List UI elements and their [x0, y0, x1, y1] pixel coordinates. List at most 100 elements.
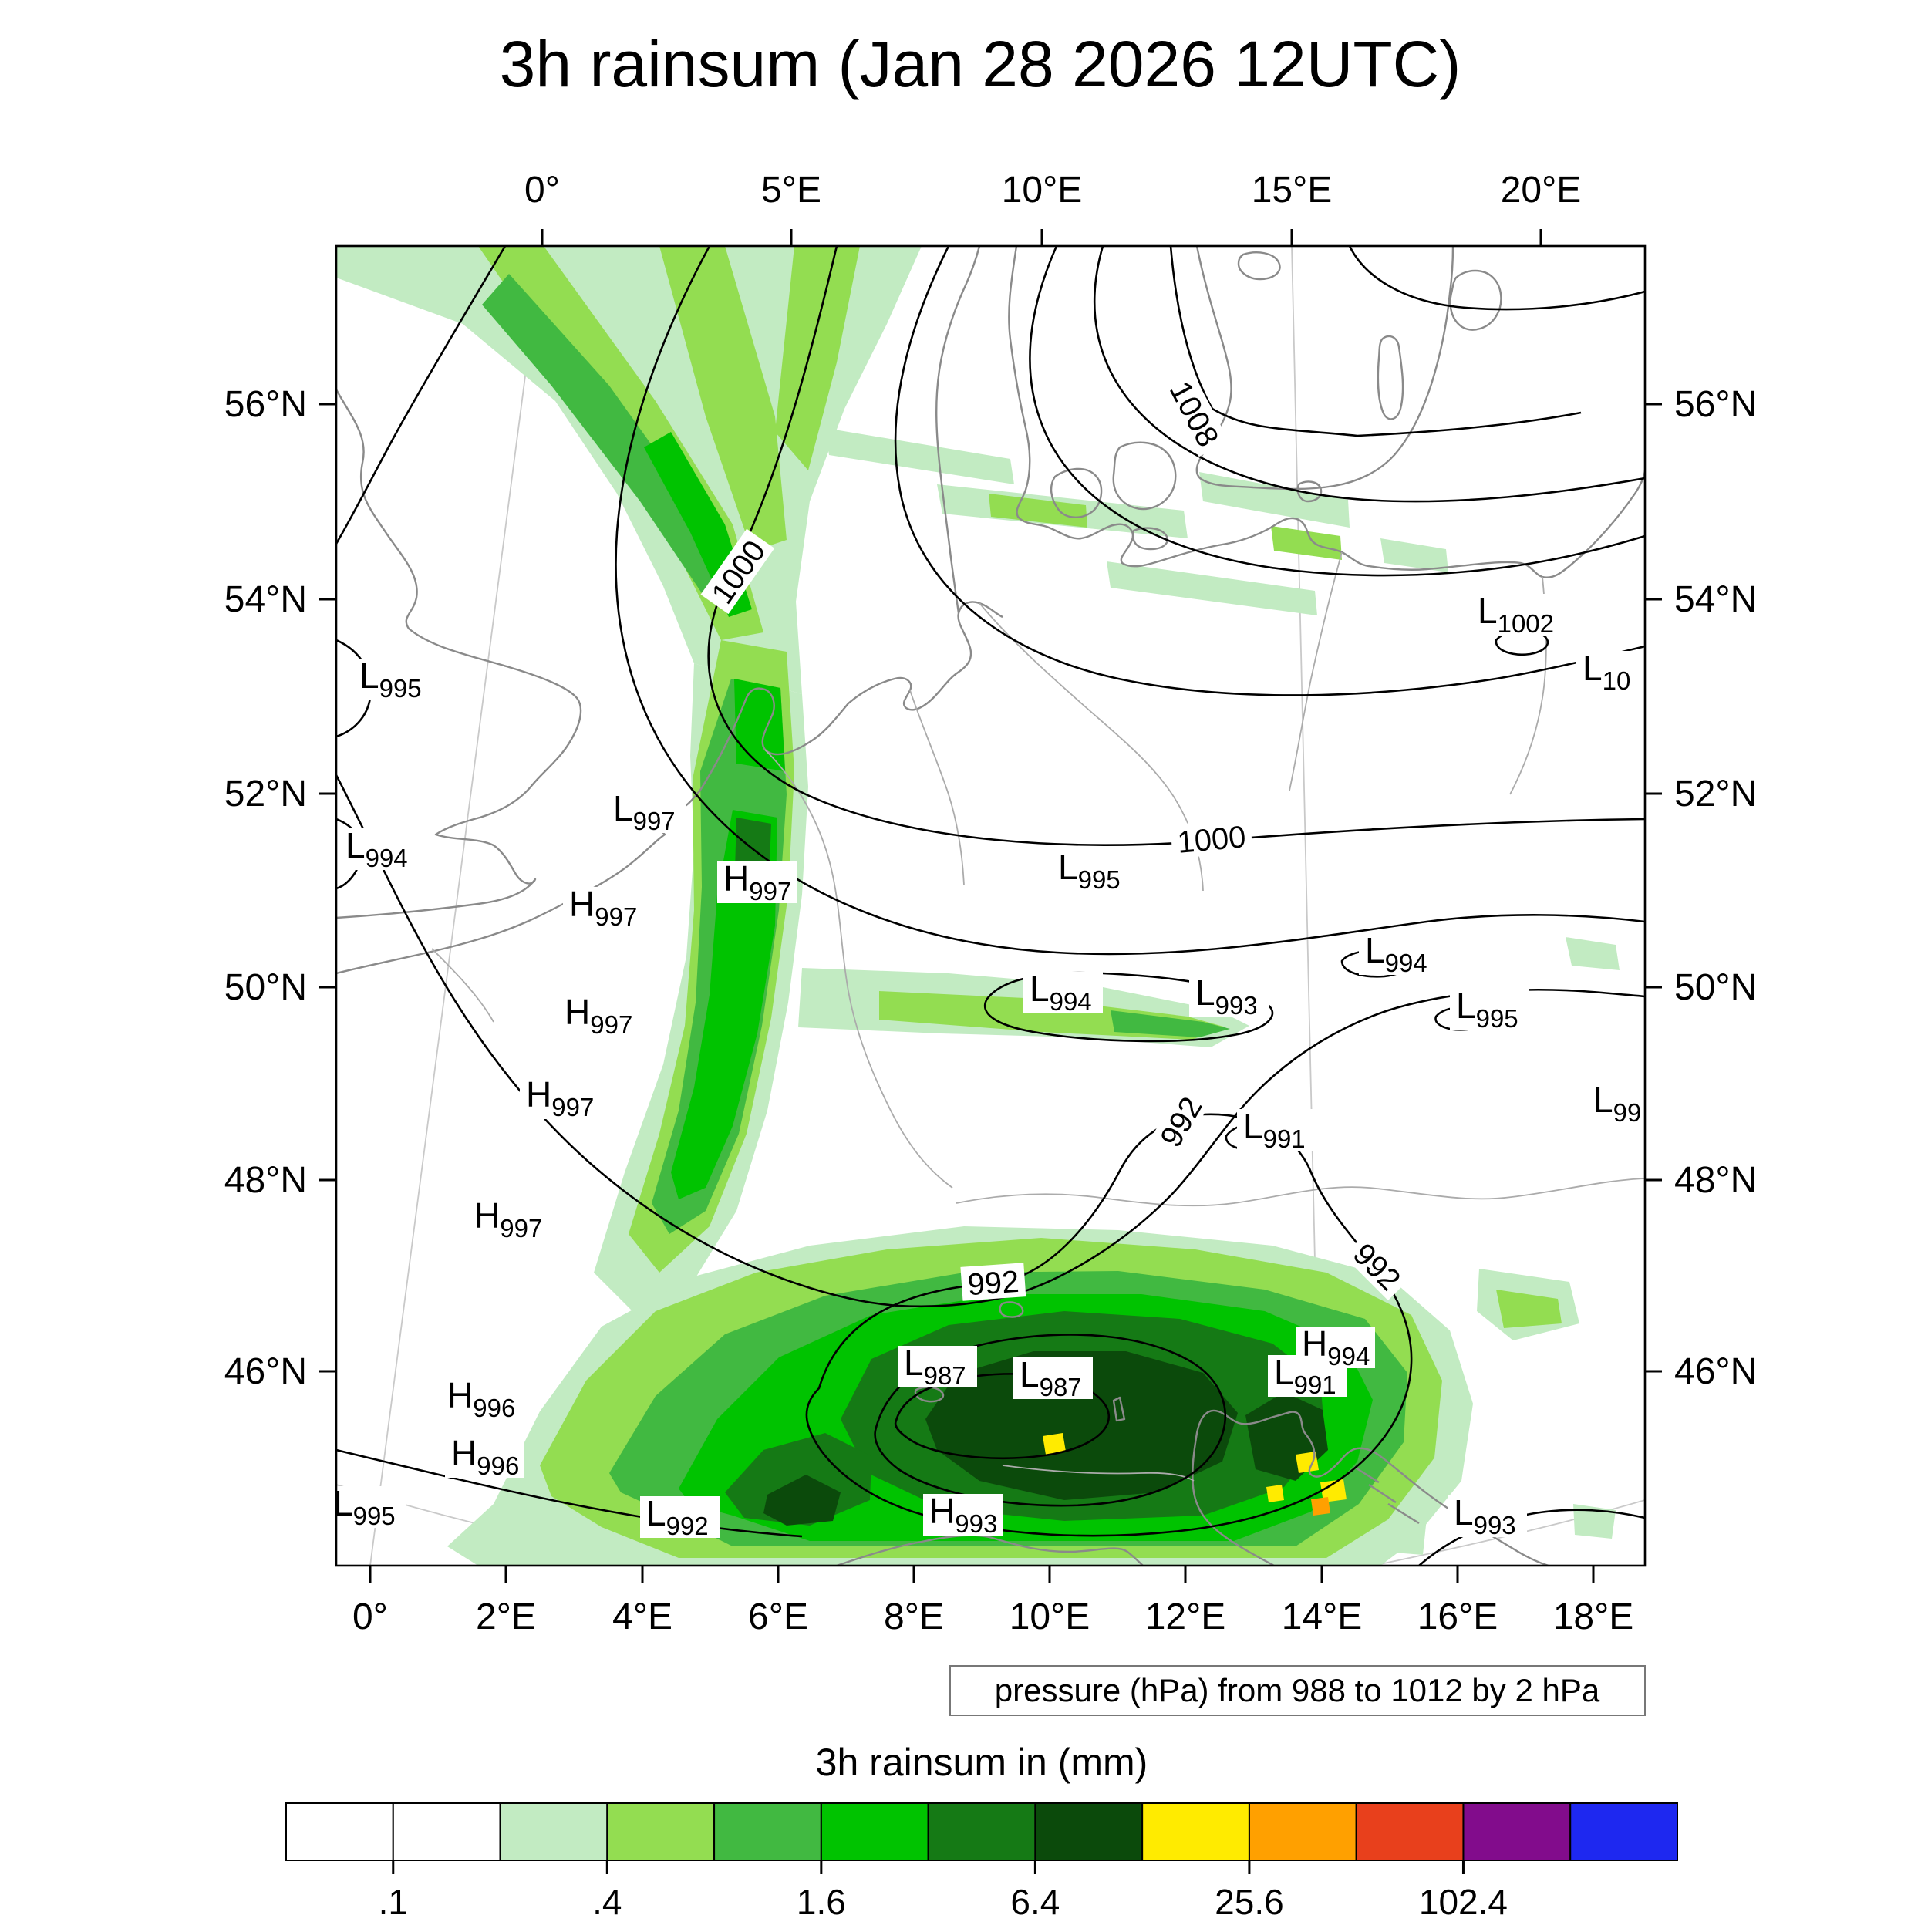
pressure-center-label: L987: [904, 1343, 966, 1390]
pressure-center-box: [1359, 933, 1438, 975]
axis-label-right: 48°N: [1674, 1160, 1757, 1201]
axis-label-bottom: 10°E: [1010, 1597, 1090, 1637]
coastline-jutland-baltic: [1008, 246, 1645, 578]
pressure-center: H996: [441, 1375, 521, 1422]
pressure-center-label: H997: [569, 884, 637, 931]
pressure-center: L991: [1237, 1106, 1316, 1153]
lake-constance: [999, 1301, 1024, 1318]
rain-light: [1566, 937, 1620, 970]
colorbar-cell: [1034, 1802, 1144, 1861]
axis-label-right: 50°N: [1674, 967, 1757, 1008]
caption-text: pressure (hPa) from 988 to 1012 by 2 hPa: [995, 1672, 1600, 1708]
pressure-center-label: H997: [723, 858, 791, 905]
colorbar-title: 3h rainsum in (mm): [816, 1741, 1148, 1784]
coastlines: [336, 246, 1645, 1566]
isobar-label-text: 1000: [1176, 820, 1247, 860]
pressure-center-label: H997: [474, 1195, 542, 1242]
rain-strong: [1111, 1010, 1230, 1037]
pressure-center-label: L994: [345, 825, 408, 872]
pressure-center-label: H996: [451, 1433, 519, 1480]
pressure-center-box: [1471, 594, 1566, 636]
pressure-center: L993: [1448, 1492, 1527, 1539]
axis-label-bottom: 2°E: [476, 1597, 536, 1637]
pressure-center: L994: [1359, 930, 1438, 977]
map-frame: [335, 244, 1647, 1567]
axis-label-left: 50°N: [224, 967, 307, 1008]
island-oland: [1377, 335, 1404, 420]
rain-yellow-core: [1266, 1485, 1284, 1502]
colorbar-cell: [713, 1802, 822, 1861]
pressure-center-box: [1576, 651, 1641, 693]
pressure-center-label: L993: [1195, 973, 1258, 1020]
pressure-center: H994: [1296, 1323, 1375, 1371]
pressure-center-label: H997: [526, 1074, 594, 1121]
axes: 0° 5°E 10°E 15°E 20°E 0° 2°E 4°E 6°E 8°E 10°E 12°E 1…: [224, 170, 1758, 1637]
pressure-center: L991: [1268, 1352, 1347, 1399]
axis-label-right: 52°N: [1674, 774, 1757, 814]
rain-yellow-core: [1296, 1452, 1319, 1473]
pressure-center-box: [607, 791, 686, 833]
pressure-center-label: L995: [1058, 847, 1121, 894]
axis-label-left: 52°N: [224, 774, 307, 814]
isobar-1010: [1348, 246, 1645, 311]
isobar-label-box: [1149, 1085, 1211, 1158]
axis-label-right: 54°N: [1674, 579, 1757, 620]
pressure-center-box: [441, 1378, 521, 1420]
pressure-center: L99: [1587, 1080, 1652, 1127]
pressure-center: L987: [1013, 1354, 1093, 1401]
colorbar-tick-label: .1: [379, 1882, 408, 1922]
pressure-center: H997: [717, 858, 797, 905]
pressure-center-label: L995: [359, 656, 422, 703]
isobar-994-southeast: [1418, 1509, 1645, 1566]
isobar-998: [615, 246, 1645, 956]
isobar-996-west-upper: [336, 246, 507, 545]
rain-intense: [734, 679, 785, 771]
colorbar-cell: [1569, 1802, 1678, 1861]
rain-moderate: [1496, 1290, 1562, 1328]
colorbar-cell: [927, 1802, 1036, 1861]
rain-moderate: [659, 246, 787, 551]
axis-label-left: 56°N: [224, 384, 307, 425]
isobar-label-box: [960, 1263, 1026, 1301]
colorbar-cell: [1248, 1802, 1357, 1861]
coastline-liguria: [836, 1534, 1144, 1566]
pressure-center: L10: [1576, 648, 1641, 695]
colorbar-cell: [1355, 1802, 1465, 1861]
pressure-center-label: L991: [1274, 1352, 1336, 1399]
colorbar-cell: [1462, 1802, 1572, 1861]
colorbar-cell: [1141, 1802, 1250, 1861]
axis-label-bottom: 18°E: [1553, 1597, 1634, 1637]
colorbar-tick-label: .4: [592, 1882, 622, 1922]
pressure-center: L995: [327, 1483, 406, 1530]
axis-label-bottom: 6°E: [748, 1597, 808, 1637]
axis-label-top: 15°E: [1252, 170, 1333, 211]
pressure-center: L995: [353, 656, 433, 703]
axis-label-bottom: 4°E: [612, 1597, 672, 1637]
pressure-center: H993: [923, 1491, 1003, 1538]
rain-light: [825, 428, 1014, 484]
pressure-center-label: L994: [1030, 969, 1092, 1016]
pressure-center: L1002: [1471, 591, 1566, 638]
pressure-center: L995: [1450, 986, 1529, 1033]
pressure-center-label: L1002: [1478, 591, 1554, 638]
isobar-1004: [1029, 246, 1645, 577]
pressure-center-box: [1587, 1083, 1652, 1124]
isobar-label-box: [1170, 818, 1253, 859]
axis-label-left: 54°N: [224, 579, 307, 620]
isobar-1008: [1169, 246, 1582, 437]
rain-extreme: [763, 1475, 841, 1526]
pressure-center-label: L99: [1593, 1080, 1641, 1127]
axis-label-bottom: 12°E: [1145, 1597, 1226, 1637]
axis-label-right: 46°N: [1674, 1351, 1757, 1392]
pressure-center-box: [445, 1436, 524, 1478]
isobar-990-loop: [874, 1334, 1226, 1507]
pressure-center-box: [558, 995, 638, 1037]
pressure-center-label: H997: [565, 992, 632, 1039]
pressure-center-box: [1023, 972, 1103, 1013]
rain-field: [336, 246, 1626, 1566]
axis-label-left: 46°N: [224, 1351, 307, 1392]
pressure-center-box: [563, 887, 642, 929]
pressure-center: L992: [640, 1493, 720, 1540]
axis-label-top: 10°E: [1002, 170, 1083, 211]
pressure-center-box: [353, 659, 433, 700]
